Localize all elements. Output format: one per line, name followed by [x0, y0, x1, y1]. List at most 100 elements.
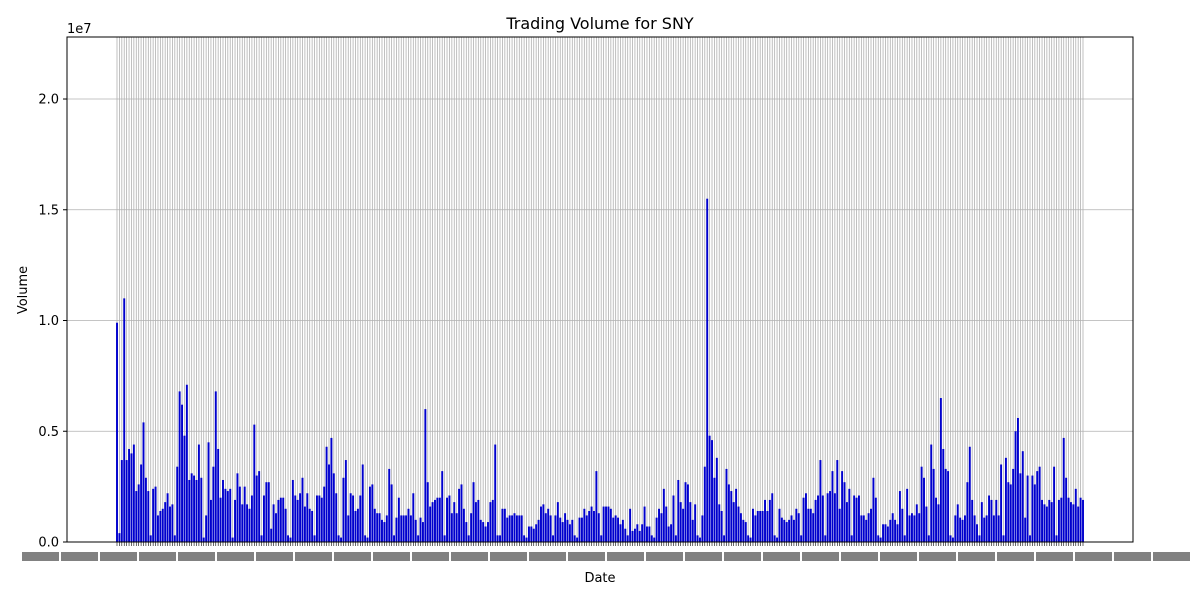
volume-bar: [142, 422, 145, 542]
volume-bar: [527, 526, 530, 542]
volume-bar: [711, 440, 713, 542]
volume-bar: [282, 497, 285, 542]
volume-bar: [882, 524, 885, 542]
volume-bar: [1079, 497, 1082, 542]
volume-bar: [954, 515, 957, 542]
volume-bar: [585, 515, 588, 542]
volume-bar: [383, 522, 386, 542]
volume-bar: [421, 522, 424, 542]
volume-bar: [311, 510, 314, 542]
volume-bar: [552, 535, 554, 542]
volume-bar: [665, 506, 668, 542]
volume-bar: [1009, 484, 1012, 542]
volume-bar: [679, 502, 682, 542]
volume-bar: [193, 475, 196, 542]
volume-bar: [836, 460, 839, 542]
volume-bar: [323, 486, 326, 542]
volume-bar: [906, 488, 909, 542]
volume-bar: [706, 198, 709, 542]
volume-bar: [930, 444, 933, 542]
volume-bar: [477, 499, 480, 542]
volume-bar: [200, 477, 203, 542]
volume-bar: [275, 513, 277, 542]
volume-bar: [932, 468, 935, 542]
volume-bar: [226, 491, 229, 542]
volume-bar: [438, 497, 441, 542]
volume-bar: [1055, 535, 1058, 542]
volume-bar: [455, 513, 458, 542]
volume-bar: [653, 537, 656, 542]
volume-bar: [1041, 499, 1044, 542]
volume-bar: [739, 513, 742, 542]
volume-bar: [250, 495, 253, 542]
volume-bar: [631, 530, 634, 542]
volume-bar: [891, 513, 894, 542]
volume-bar: [243, 486, 246, 542]
volume-bar: [190, 473, 193, 542]
volume-bar: [595, 471, 598, 542]
volume-bar: [961, 519, 964, 542]
volume-bar: [496, 535, 499, 542]
volume-bar: [467, 535, 470, 542]
volume-bar: [434, 499, 436, 542]
x-tick-label-overlap: [139, 552, 176, 561]
volume-bar: [959, 517, 962, 542]
volume-bar: [530, 526, 533, 542]
volume-bar: [768, 499, 771, 542]
volume-bar: [708, 435, 711, 542]
volume-bar: [636, 524, 639, 542]
volume-bar: [547, 508, 550, 542]
volume-bar: [183, 435, 186, 542]
x-axis: [22, 542, 1190, 561]
x-tick-label-overlap: [295, 552, 332, 561]
volume-bar: [118, 533, 121, 542]
volume-bar: [135, 491, 138, 542]
volume-bar: [185, 384, 188, 542]
x-tick-label-overlap: [685, 552, 722, 561]
volume-bar: [429, 506, 432, 542]
volume-bar: [450, 513, 453, 542]
volume-bar: [674, 535, 677, 542]
y-tick-label: 2.0: [38, 93, 59, 108]
volume-bar: [426, 482, 429, 542]
x-tick-label-overlap: [373, 552, 410, 561]
x-tick-label-overlap: [997, 552, 1034, 561]
volume-bar: [197, 444, 200, 542]
volume-bar: [412, 493, 415, 542]
volume-bar: [756, 510, 759, 542]
volume-bar: [662, 488, 665, 542]
volume-bar: [1033, 484, 1036, 542]
volume-bar: [1065, 477, 1068, 542]
x-tick-label-overlap: [568, 552, 605, 561]
volume-bar: [253, 424, 256, 542]
volume-bar: [120, 460, 123, 542]
volume-bar: [650, 535, 653, 542]
volume-bar: [951, 537, 954, 542]
volume-bar: [898, 491, 901, 542]
volume-bar: [132, 444, 135, 542]
volume-bar: [506, 517, 509, 542]
volume-bar: [817, 495, 819, 542]
y-tick-label: 1.5: [38, 203, 59, 218]
volume-bar: [1067, 497, 1070, 542]
volume-bar: [605, 506, 607, 542]
volume-bar: [491, 499, 494, 542]
volume-bar: [166, 493, 169, 542]
volume-bar: [901, 508, 904, 542]
volume-bar: [802, 497, 805, 542]
volume-bar: [925, 506, 928, 542]
volume-bar: [207, 442, 210, 542]
volume-bar: [576, 537, 579, 542]
volume-bar: [224, 488, 227, 542]
volume-bar: [752, 508, 754, 542]
volume-bar: [344, 460, 347, 542]
volume-bar: [315, 495, 318, 542]
volume-bar: [1050, 502, 1053, 542]
volume-bar: [621, 519, 624, 542]
volume-bar: [149, 535, 152, 542]
volume-bar: [262, 495, 265, 542]
volume-bar: [1002, 535, 1005, 542]
volume-bar: [361, 464, 364, 542]
volume-bar: [773, 535, 776, 542]
volume-bar: [619, 524, 622, 542]
